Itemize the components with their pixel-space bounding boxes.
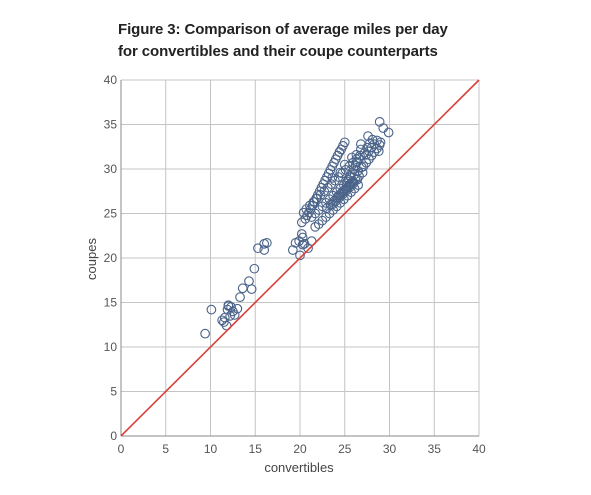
- data-point: [308, 197, 319, 207]
- data-point: [373, 146, 384, 157]
- data-point: [306, 212, 317, 222]
- data-point: [333, 172, 344, 182]
- data-point: [301, 204, 312, 214]
- x-tick-label: 30: [383, 442, 397, 456]
- data-point: [347, 176, 358, 187]
- data-point: [296, 217, 307, 228]
- data-point: [340, 165, 351, 175]
- data-point: [319, 186, 330, 197]
- data-point: [297, 239, 308, 250]
- data-point: [200, 328, 210, 339]
- data-point: [337, 187, 347, 197]
- data-point: [348, 178, 359, 189]
- data-point: [229, 310, 240, 320]
- data-point: [356, 139, 366, 149]
- data-point: [244, 276, 254, 286]
- data-point: [219, 312, 230, 323]
- data-point: [338, 189, 348, 199]
- data-point: [339, 159, 350, 170]
- data-point: [246, 284, 257, 295]
- data-point: [237, 283, 248, 294]
- data-point: [330, 196, 341, 206]
- data-point: [294, 236, 304, 246]
- data-point: [335, 167, 346, 178]
- data-point: [340, 183, 351, 194]
- y-tick-label: 40: [104, 73, 118, 87]
- data-points: [200, 116, 394, 339]
- y-tick-labels: 0 5 10 15 20 25 30 35 40: [104, 73, 118, 443]
- x-tick-label: 5: [162, 442, 169, 456]
- data-point: [352, 174, 363, 185]
- data-point: [333, 190, 344, 201]
- data-point: [326, 179, 337, 189]
- data-point: [253, 243, 263, 254]
- reference-line-group: [120, 79, 480, 437]
- data-point: [312, 193, 322, 204]
- data-point: [287, 245, 298, 255]
- y-tick-label: 15: [104, 296, 118, 310]
- data-point: [339, 137, 350, 148]
- data-point: [317, 215, 328, 226]
- data-point: [322, 203, 332, 214]
- data-point: [262, 238, 272, 248]
- data-point: [341, 185, 352, 196]
- data-point: [330, 175, 340, 186]
- data-point: [206, 304, 217, 315]
- data-point: [375, 137, 386, 148]
- data-point: [223, 301, 234, 311]
- y-tick-label: 20: [104, 251, 118, 265]
- y-tick-label: 35: [104, 118, 118, 132]
- x-axis-label: convertibles: [264, 460, 334, 475]
- data-point: [304, 200, 315, 211]
- x-tick-label: 0: [118, 442, 125, 456]
- data-point: [344, 180, 355, 190]
- chart-title-line-1: Figure 3: Comparison of average miles pe…: [118, 21, 448, 38]
- x-tick-label: 35: [428, 442, 442, 456]
- data-point: [356, 144, 366, 155]
- data-point: [334, 192, 345, 203]
- data-point: [357, 167, 368, 178]
- data-point: [344, 161, 355, 172]
- y-axis-label: coupes: [84, 238, 99, 280]
- y-tick-label: 10: [104, 340, 118, 354]
- data-point: [249, 263, 260, 274]
- data-point: [313, 219, 324, 230]
- chart-title: Figure 3: Comparison of average miles pe…: [118, 19, 558, 63]
- data-point: [383, 127, 394, 138]
- x-tick-label: 10: [204, 442, 218, 456]
- x-tick-label: 25: [338, 442, 352, 456]
- data-point: [259, 245, 270, 255]
- data-point: [313, 205, 324, 215]
- data-point: [327, 173, 338, 183]
- data-point: [327, 199, 338, 210]
- data-point: [345, 181, 355, 192]
- data-point: [310, 208, 321, 219]
- data-point: [337, 168, 347, 179]
- data-point: [351, 154, 362, 165]
- data-point: [295, 250, 305, 261]
- x-tick-label: 15: [249, 442, 263, 456]
- data-point: [235, 292, 245, 303]
- data-point: [315, 189, 326, 200]
- x-tick-label: 40: [472, 442, 486, 456]
- data-point: [321, 212, 331, 222]
- y-tick-label: 25: [104, 207, 118, 221]
- y-tick-label: 0: [110, 429, 117, 443]
- data-point: [322, 182, 333, 193]
- chart-title-line-2: for convertibles and their coupe counter…: [118, 43, 438, 60]
- data-point: [363, 131, 373, 141]
- data-point: [297, 232, 308, 243]
- data-point: [232, 303, 243, 314]
- y-tick-label: 30: [104, 162, 118, 176]
- axes: [120, 80, 479, 437]
- data-point: [296, 229, 307, 239]
- x-tick-labels: 0 5 10 15 20 25 30 35 40: [118, 442, 486, 456]
- x-tick-label: 20: [293, 442, 307, 456]
- y-tick-label: 5: [110, 385, 117, 399]
- data-point: [374, 116, 385, 127]
- grid-lines: [121, 79, 480, 436]
- reference-line: [120, 79, 480, 437]
